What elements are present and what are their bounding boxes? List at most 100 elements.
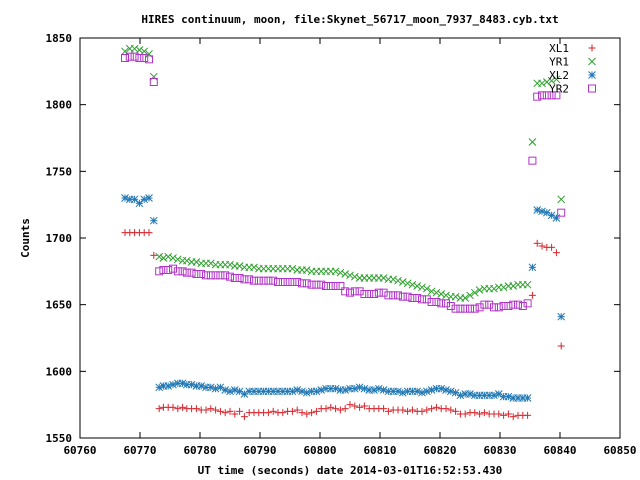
y-tick-label: 1600 [46,365,73,378]
data-point-xl2 [298,387,306,396]
data-point-yr2 [355,287,364,296]
data-point-yr1 [182,256,191,265]
data-point-xl2 [552,214,561,222]
data-point-yr2 [389,291,398,300]
data-point-yr2 [403,292,412,301]
data-point-xl2 [504,392,513,401]
data-point-xl2 [379,386,388,394]
data-point-yr1 [509,282,518,290]
data-point-yr2 [298,279,306,288]
data-point-yr1 [427,287,436,296]
data-point-yr2 [221,271,230,280]
data-point-yr1 [413,282,422,290]
data-point-xl2 [490,391,498,400]
data-point-yr1 [164,252,173,261]
data-point-xl1 [528,291,536,299]
y-tick-label: 1750 [46,165,73,178]
data-point-xl1 [279,409,287,417]
data-point-yr1 [461,294,470,302]
data-point-yr2 [226,272,234,281]
data-point-xl2 [135,199,144,208]
data-point-xl2 [317,386,326,394]
y-axis-label: Counts [19,218,32,258]
data-point-xl1 [231,410,239,418]
data-point-yr2 [269,276,278,285]
data-point-yr2 [456,304,465,313]
data-point-xl2 [312,387,321,396]
data-point-yr1 [547,76,556,85]
data-point-yr2 [211,271,220,280]
data-point-yr2 [336,282,345,290]
y-tick-label: 1550 [46,432,73,445]
data-point-yr2 [437,299,446,308]
data-point-xl2 [533,206,542,214]
data-point-yr2 [394,291,402,300]
data-point-xl2 [293,386,302,394]
data-point-xl1 [548,243,556,251]
data-point-yr2 [432,298,441,306]
data-point-xl1 [288,407,296,415]
data-point-yr2 [365,290,374,298]
data-point-yr1 [379,274,388,282]
data-point-yr2 [557,208,566,217]
data-point-xl2 [130,195,139,204]
data-point-yr1 [523,280,532,289]
legend-marker-yr2 [588,84,596,93]
legend-marker-xl1 [588,44,596,52]
data-point-xl2 [370,386,378,394]
data-point-xl2 [437,384,446,393]
data-point-yr1 [173,255,182,264]
data-point-yr1 [341,270,350,278]
data-point-xl2 [121,194,129,202]
data-point-yr1 [499,283,508,292]
data-point-xl1 [216,407,224,415]
x-tick-label: 60850 [603,444,636,457]
data-point-xl1 [293,406,301,414]
data-point-xl1 [476,410,484,418]
data-point-xl1 [308,409,316,417]
data-point-yr2 [206,271,215,280]
chart-title: HIRES continuum, moon, file:Skynet_56717… [141,13,558,26]
data-point-yr2 [216,271,225,280]
data-point-xl2 [360,384,369,393]
data-point-yr1 [159,254,168,262]
data-point-yr1 [389,275,398,284]
data-point-yr2 [230,274,239,282]
data-point-yr2 [538,91,546,100]
data-point-xl1 [509,413,517,421]
y-axis-ticks: 1550 1600 1650 1700 1750 1800 1850 [46,32,620,445]
data-point-yr1 [542,78,551,86]
data-point-yr1 [528,138,537,146]
data-point-xl1 [351,402,359,410]
data-point-xl1 [504,410,512,418]
data-point-xl2 [211,384,220,393]
data-point-xl1 [332,405,340,413]
data-point-yr2 [307,280,316,289]
data-point-xl1 [452,407,460,415]
y-tick-label: 1800 [46,99,73,112]
data-point-yr1 [140,47,149,56]
data-point-yr2 [288,278,297,286]
data-point-yr2 [370,290,378,298]
series-xl1 [121,229,565,421]
data-point-yr1 [288,264,297,273]
data-point-yr1 [346,271,354,280]
legend-marker-xl2 [588,71,596,79]
series-yr2 [121,52,566,313]
data-point-yr2 [259,276,268,285]
data-point-xl2 [528,263,537,272]
data-point-yr2 [317,280,326,289]
data-point-yr1 [350,272,359,281]
data-point-xl1 [360,402,368,410]
data-point-xl2 [187,380,196,389]
data-point-yr2 [322,282,330,290]
data-point-xl1 [192,405,200,413]
data-point-yr2 [245,275,254,284]
data-point-xl2 [538,207,546,216]
x-tick-label: 60840 [543,444,576,457]
x-tick-label: 60820 [423,444,456,457]
data-point-yr2 [235,274,244,282]
data-point-yr2 [121,54,129,62]
data-point-yr2 [413,294,422,302]
data-point-xl2 [226,387,234,396]
